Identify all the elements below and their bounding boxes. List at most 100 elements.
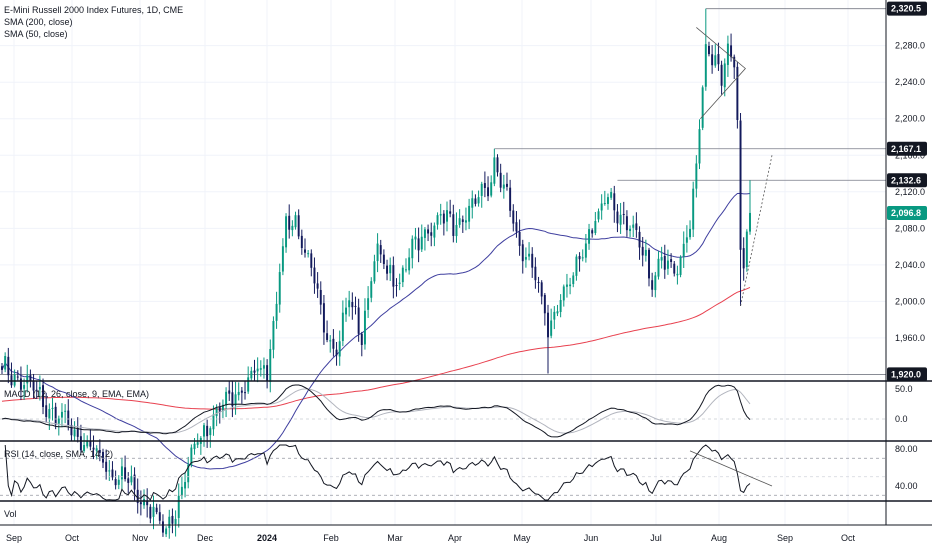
candle [54, 402, 57, 430]
candle [313, 257, 316, 294]
candle [114, 470, 117, 490]
candle [316, 272, 319, 298]
candle-body [483, 183, 486, 188]
candle-body [98, 450, 101, 453]
candle [584, 233, 587, 263]
candle-body [370, 281, 373, 298]
candle [423, 227, 426, 251]
candle-body [382, 254, 385, 265]
candle [124, 455, 127, 482]
candle-body [625, 216, 628, 231]
candle [370, 277, 373, 303]
candle [297, 209, 300, 240]
candle-body [341, 312, 344, 341]
candle-body [638, 231, 641, 248]
candle-body [67, 410, 70, 426]
candle [32, 373, 35, 399]
candle-body [225, 391, 228, 406]
candle [117, 475, 120, 490]
candle-body [704, 44, 707, 87]
candle-body [730, 45, 733, 58]
candle-body [54, 406, 57, 425]
candle [139, 490, 142, 516]
candle [452, 204, 455, 243]
time-tick-label: Mar [387, 533, 403, 543]
rsi-tick-label: 80.00 [895, 444, 918, 454]
candle [480, 181, 483, 208]
candle [506, 172, 508, 191]
candle-body [692, 188, 695, 230]
candle-body [89, 440, 92, 447]
candle [707, 41, 710, 57]
candle-body [64, 410, 67, 412]
candle [57, 415, 60, 436]
grid [0, 0, 886, 525]
candle-body [351, 301, 354, 308]
candle-body [338, 341, 341, 357]
candle [704, 8, 707, 91]
candle [335, 341, 338, 366]
candle-body [597, 211, 600, 220]
candles[interactable] [1, 8, 751, 539]
macd-tick-label: 0.0 [895, 414, 908, 424]
candle-body [23, 385, 26, 389]
rsi-line [4, 444, 751, 501]
time-tick-label: Oct [65, 533, 80, 543]
candle [247, 366, 250, 394]
candle-body [127, 478, 130, 483]
candle-body [575, 256, 578, 276]
candle-body [7, 356, 10, 376]
price-tag: 2,167.1 [887, 141, 927, 156]
candle-body [518, 231, 521, 246]
candle [351, 292, 354, 320]
candle-body [48, 409, 51, 419]
candle [379, 239, 382, 263]
candle-body [584, 243, 587, 258]
candle [625, 210, 628, 237]
candle [190, 444, 193, 468]
candle [29, 369, 32, 388]
candle [19, 366, 22, 401]
candle [73, 421, 76, 441]
candle [120, 457, 123, 491]
candle-body [60, 411, 63, 418]
price-tag-label: 2,132.6 [891, 175, 921, 185]
candle-body [92, 447, 95, 450]
candle-body [477, 197, 480, 204]
candle-body [86, 441, 89, 447]
candle [234, 381, 237, 415]
candle [363, 298, 366, 350]
candle-body [221, 404, 224, 412]
candle-body [269, 348, 272, 383]
candle [430, 222, 433, 247]
candle [685, 225, 688, 253]
candle [638, 226, 641, 260]
candle [736, 62, 739, 129]
time-tick-label: Oct [841, 533, 856, 543]
candle-body [177, 495, 180, 518]
candle-body [679, 257, 682, 275]
candle [51, 397, 54, 421]
candle-body [493, 157, 496, 184]
candle-body [745, 231, 748, 268]
candle [559, 294, 562, 318]
candle [398, 273, 401, 291]
candle-body [367, 298, 370, 310]
time-tick-label: Jul [650, 533, 662, 543]
candle-body [632, 224, 635, 228]
candle-body [389, 264, 392, 274]
candle-body [711, 54, 714, 66]
candle [679, 255, 682, 278]
candle-body [673, 263, 676, 274]
price-tick-label: 1,960.0 [895, 333, 925, 343]
candle-body [534, 266, 537, 281]
candle [496, 154, 499, 177]
candle-body [105, 461, 108, 472]
candle-body [749, 212, 751, 232]
candle [225, 387, 228, 418]
candle-body [509, 187, 512, 211]
candle [89, 429, 92, 451]
candle [281, 238, 284, 276]
candle [644, 239, 647, 262]
